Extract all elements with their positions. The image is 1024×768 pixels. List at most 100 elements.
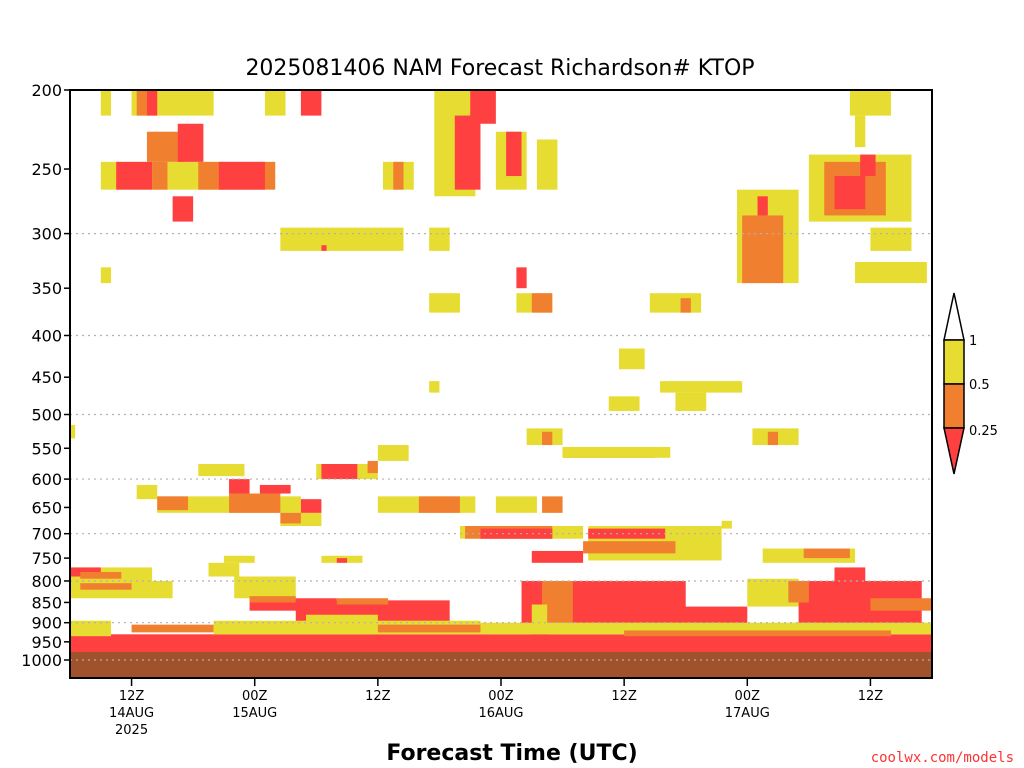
ri-region-lt_025 (321, 245, 327, 251)
ri-region-lt_025 (300, 90, 322, 116)
y-tick-label: 850 (31, 593, 62, 612)
ri-region-lt_025 (177, 123, 204, 162)
x-tick-label: 00Z (242, 689, 268, 704)
x-tick-label: 00Z (488, 689, 514, 704)
ri-region-lt_025 (70, 634, 932, 653)
ri-region-025_05 (336, 598, 389, 605)
ri-region-lt_025 (860, 154, 876, 177)
ri-region-05_1 (70, 424, 76, 439)
ri-region-lt_025 (470, 90, 496, 124)
ri-region-025_05 (393, 161, 404, 190)
x-tick-label: 00Z (735, 689, 761, 704)
y-tick-label: 450 (31, 368, 62, 387)
ri-region-025_05 (146, 131, 183, 162)
ri-region-05_1 (198, 464, 245, 477)
ri-region-05_1 (608, 396, 640, 411)
ri-region-05_1 (208, 562, 240, 577)
ri-region-05_1 (660, 381, 743, 393)
source-credit: coolwx.com/models (871, 750, 1014, 766)
y-tick-label: 500 (31, 406, 62, 425)
ri-region-025_05 (418, 496, 460, 513)
legend-label-0-25: 0.25 (969, 424, 998, 439)
ri-region-05_1 (855, 115, 866, 148)
ri-region-05_1 (264, 90, 286, 116)
ri-region-025_05 (583, 541, 676, 554)
ri-region-lt_025 (146, 90, 158, 116)
ri-region-lt_025 (70, 567, 101, 577)
x-tick-label: 15AUG (232, 706, 277, 721)
ri-region-05_1 (429, 381, 440, 393)
y-tick-label: 300 (31, 225, 62, 244)
ri-region-lt_025 (116, 161, 153, 190)
ri-region-lt_025 (757, 196, 768, 216)
ri-region-lt_025 (454, 115, 481, 190)
y-tick-label: 700 (31, 525, 62, 544)
ri-region-05_1 (536, 139, 558, 190)
y-tick-label: 650 (31, 498, 62, 517)
ri-region-05_1 (234, 576, 296, 599)
ri-region-025_05 (742, 215, 784, 284)
ri-region-05_1 (429, 227, 450, 251)
ri-region-05_1 (849, 90, 891, 116)
ri-region-025_05 (229, 493, 281, 513)
ri-region-lt_025 (229, 479, 250, 494)
ri-region-lt_025 (516, 267, 527, 289)
ri-region-lt_025 (480, 528, 553, 539)
x-tick-label: 16AUG (478, 706, 523, 721)
ri-region-lt_025 (506, 131, 522, 177)
ri-region-05_1 (70, 620, 112, 637)
legend: 1 0.5 0.25 (943, 292, 998, 475)
ground-layer (70, 652, 932, 678)
y-tick-label: 400 (31, 326, 62, 345)
ri-region-05_1 (721, 520, 732, 529)
ri-region-lt_025 (834, 176, 866, 210)
ri-region-lt_025 (588, 528, 666, 539)
y-tick-label: 550 (31, 439, 62, 458)
ri-region-lt_025 (531, 550, 584, 563)
ri-region-05_1 (495, 496, 537, 513)
x-tick-label: 12Z (119, 689, 145, 704)
ri-region-lt_025 (218, 161, 265, 190)
y-tick-label: 600 (31, 470, 62, 489)
ri-region-025_05 (152, 161, 168, 190)
chart-title: 2025081406 NAM Forecast Richardson# KTOP (245, 56, 754, 81)
y-tick-label: 800 (31, 572, 62, 591)
ri-region-05_1 (675, 392, 707, 411)
ri-region-05_1 (377, 445, 409, 461)
ri-region-025_05 (542, 496, 563, 513)
ri-region-05_1 (280, 227, 404, 251)
y-tick-label: 900 (31, 614, 62, 633)
x-tick-label: 12Z (365, 689, 391, 704)
ri-region-025_05 (80, 572, 122, 579)
ri-region-025_05 (531, 293, 553, 313)
y-tick-label: 200 (31, 81, 62, 100)
x-tick-label: 17AUG (725, 706, 770, 721)
x-tick-label: 12Z (611, 689, 637, 704)
ri-region-025_05 (377, 624, 481, 633)
ri-region-lt_025 (300, 499, 322, 513)
ri-region-025_05 (157, 496, 189, 511)
legend-swatch-05-1 (943, 339, 965, 385)
legend-swatch-025-05 (943, 383, 965, 429)
ri-region-lt_025 (259, 484, 291, 494)
ri-region-025_05 (131, 624, 214, 633)
ri-region-05_1 (480, 622, 932, 635)
ri-region-05_1 (223, 555, 255, 563)
ri-region-05_1 (619, 348, 645, 370)
legend-red-arrow (943, 427, 965, 475)
legend-label-0-5: 0.5 (969, 378, 990, 393)
legend-white-arrow (943, 292, 965, 341)
ri-region-025_05 (624, 630, 891, 637)
ri-region-05_1 (870, 227, 912, 251)
ri-region-025_05 (767, 431, 779, 446)
richardson-regions (70, 90, 932, 653)
ri-region-025_05 (136, 90, 147, 116)
ri-region-05_1 (855, 261, 927, 284)
y-tick-label: 350 (31, 279, 62, 298)
x-axis-label: Forecast Time (UTC) (386, 741, 637, 766)
ri-region-025_05 (280, 512, 301, 524)
ri-region-025_05 (788, 580, 809, 603)
ri-region-lt_025 (834, 567, 866, 581)
ri-region-lt_025 (321, 464, 358, 480)
